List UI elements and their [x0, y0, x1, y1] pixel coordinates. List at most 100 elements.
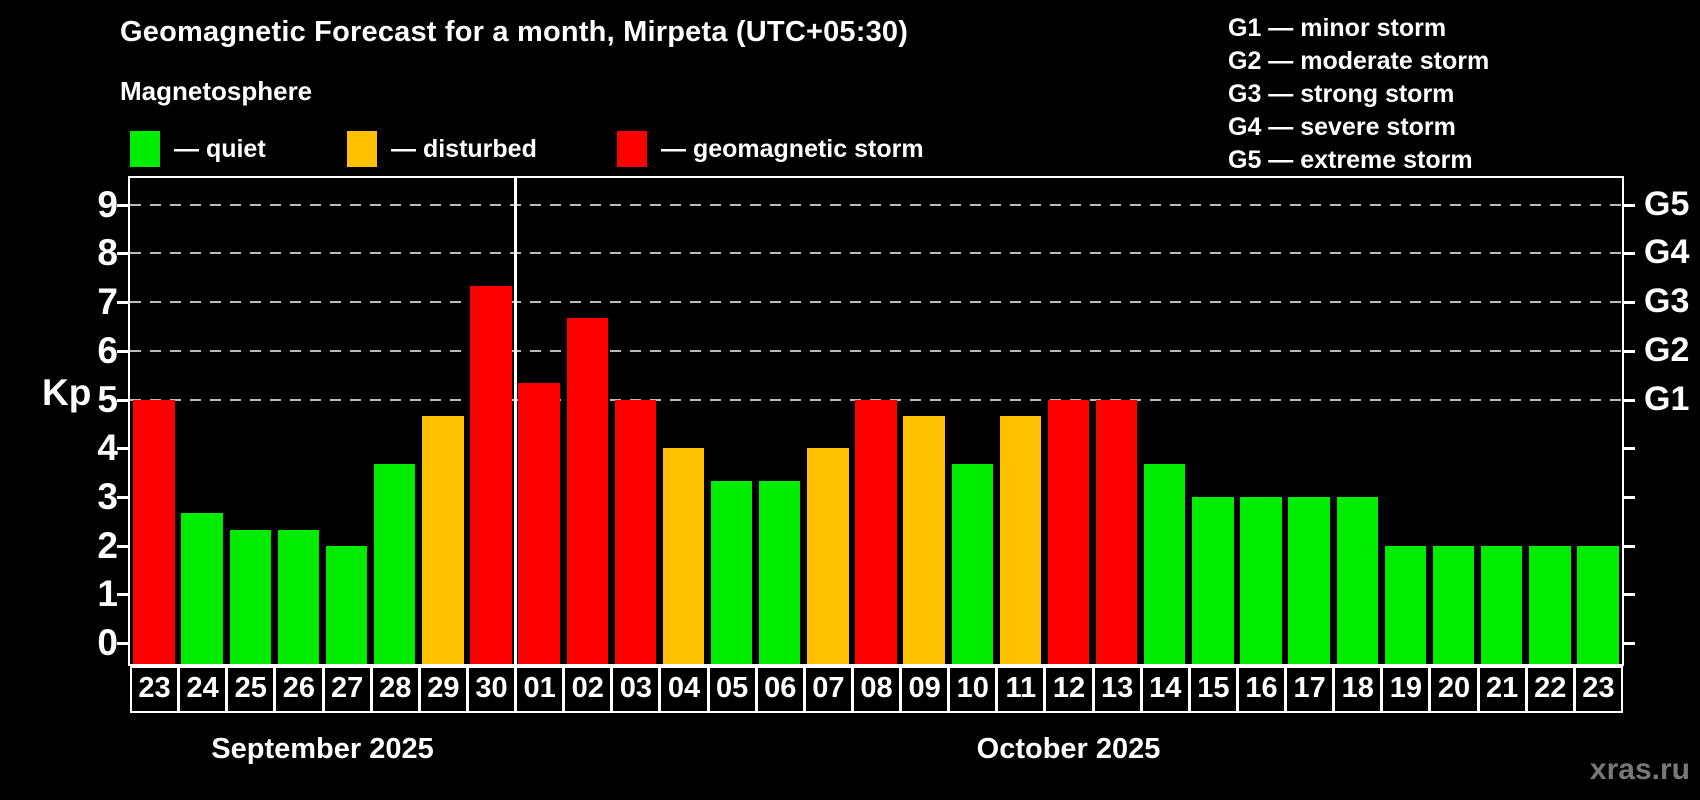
kp-bar: [807, 448, 849, 664]
kp-bar: [229, 529, 272, 664]
kp-bar: [277, 529, 320, 664]
y-tick-label: 1: [97, 573, 118, 615]
y-axis-tick-left: [117, 252, 130, 256]
y-axis-tick-left: [117, 642, 130, 645]
kp-bar: [662, 448, 705, 664]
date-label: 05: [707, 666, 757, 713]
kp-bar: [1432, 545, 1475, 664]
date-label: 04: [659, 666, 709, 713]
date-label: 17: [1285, 666, 1335, 713]
kp-bar: [374, 464, 416, 664]
date-label: 13: [1092, 666, 1142, 713]
date-label: 09: [900, 666, 950, 713]
month-label-0: September 2025: [211, 733, 434, 765]
date-label: 16: [1236, 666, 1287, 713]
kp-bar: [1095, 399, 1138, 664]
chart-subtitle: Magnetosphere: [120, 76, 313, 106]
y-axis-tick-right: [1622, 252, 1635, 256]
kp-bar: [518, 383, 560, 664]
legend-item-disturbed: — disturbed: [347, 129, 537, 169]
y-tick-label: 3: [97, 475, 118, 517]
kp-bar: [325, 545, 368, 664]
kp-bar: [999, 415, 1042, 664]
date-label: 03: [611, 666, 661, 713]
y-axis-tick-right: [1622, 203, 1635, 207]
y-axis-tick-left: [117, 495, 130, 499]
gscale-legend-g1: G1 — minor storm: [1228, 14, 1447, 42]
date-label: 02: [563, 666, 613, 713]
date-label: 21: [1477, 666, 1527, 713]
date-label: 06: [755, 666, 805, 713]
date-label: 12: [1044, 666, 1094, 713]
y-axis-tick-left: [117, 203, 130, 207]
legend-label-storm: — geomagnetic storm: [661, 134, 924, 163]
gscale-legend: G1 — minor storm G2 — moderate storm G3 …: [1228, 12, 1489, 177]
kp-bar: [759, 480, 801, 664]
y-axis-tick-left: [117, 544, 130, 548]
date-label: 29: [418, 666, 468, 713]
kp-bar: [710, 480, 753, 664]
date-label: 23: [130, 666, 180, 713]
y-tick-label: 4: [97, 427, 118, 469]
y-axis-tick-right: [1622, 349, 1635, 353]
legend-item-quiet: — quiet: [130, 129, 266, 169]
chart-title: Geomagnetic Forecast for a month, Mirpet…: [120, 16, 909, 48]
date-label: 08: [851, 666, 902, 713]
kp-bar: [951, 464, 993, 664]
kp-bar: [1336, 496, 1378, 664]
y-axis-tick-left: [117, 349, 130, 353]
gridline-kp8: [130, 252, 1622, 255]
storm-color-swatch: [617, 131, 647, 167]
g-scale-label-g3: G3: [1644, 282, 1690, 321]
y-axis-tick-left: [117, 301, 130, 305]
y-tick-label: 0: [97, 622, 118, 663]
y-tick-label: 7: [97, 281, 118, 323]
gridline-kp6: [130, 349, 1622, 352]
quiet-color-swatch: [130, 131, 160, 167]
gscale-legend-g2: G2 — moderate storm: [1228, 47, 1490, 75]
gscale-legend-g5: G5 — extreme storm: [1228, 146, 1473, 174]
kp-bar: [181, 512, 223, 664]
date-label: 26: [274, 666, 324, 713]
kp-bar: [1529, 545, 1571, 664]
kp-bar: [422, 415, 464, 664]
disturbed-color-swatch: [347, 131, 377, 167]
y-axis-tick-right: [1622, 642, 1635, 645]
date-label: 18: [1333, 666, 1383, 713]
month-label-1: October 2025: [976, 733, 1161, 765]
y-tick-label: 2: [97, 524, 118, 566]
y-tick-label: 5: [97, 378, 118, 420]
kp-bar: [903, 415, 945, 664]
kp-bar: [1577, 545, 1619, 664]
g-scale-label-g4: G4: [1644, 233, 1690, 272]
date-label: 22: [1525, 666, 1575, 713]
date-label: 27: [322, 666, 372, 713]
kp-bar: [1240, 496, 1282, 664]
kp-bar: [470, 286, 512, 664]
legend-item-storm: — geomagnetic storm: [617, 129, 924, 169]
y-axis-tick-right: [1622, 495, 1635, 499]
kp-bar: [1047, 399, 1090, 664]
date-label: 10: [948, 666, 998, 713]
date-label: 14: [1140, 666, 1190, 713]
date-label: 28: [370, 666, 420, 713]
date-label: 11: [996, 666, 1046, 713]
watermark: xras.ru: [1589, 753, 1690, 786]
y-axis-title: Kp: [42, 372, 92, 413]
y-axis-tick-right: [1622, 301, 1635, 305]
date-label: 07: [803, 666, 853, 713]
g-scale-label-g5: G5: [1644, 184, 1690, 223]
date-label: 23: [1573, 666, 1623, 713]
y-axis-tick-left: [117, 593, 130, 597]
date-label: 19: [1381, 666, 1431, 713]
month-separator: [513, 178, 517, 664]
date-label: 24: [178, 666, 228, 713]
gscale-legend-g4: G4 — severe storm: [1228, 113, 1456, 141]
g-scale-label-g2: G2: [1644, 330, 1690, 369]
date-label: 20: [1429, 666, 1479, 713]
y-tick-label: 9: [97, 183, 118, 225]
y-axis-tick-right: [1622, 544, 1635, 548]
y-axis-tick-left: [117, 398, 130, 402]
y-axis-tick-right: [1622, 593, 1635, 597]
